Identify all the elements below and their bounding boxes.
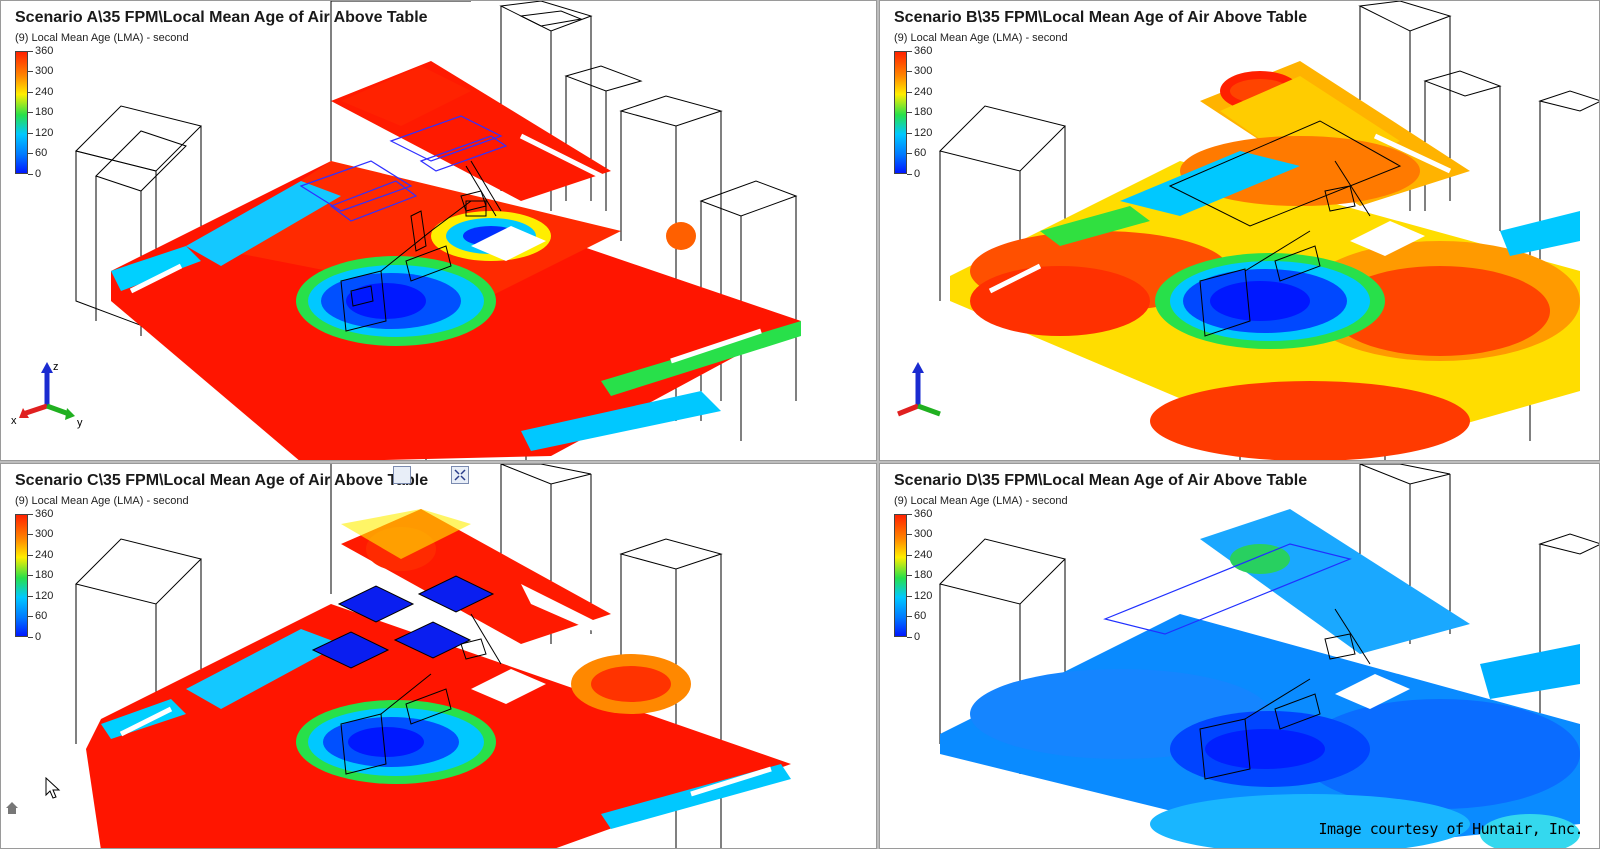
- legend-label: 180: [906, 106, 933, 118]
- color-legend: 360 300 240 180 120 60 0: [894, 509, 954, 644]
- legend-label: 360: [906, 508, 933, 520]
- legend-subtitle: (9) Local Mean Age (LMA) - second: [15, 32, 189, 44]
- legend-label: 60: [27, 610, 48, 622]
- legend-label: 120: [906, 127, 933, 139]
- cfd-contour-scene: [939, 1, 1599, 460]
- legend-label: 0: [906, 631, 921, 643]
- legend-subtitle: (9) Local Mean Age (LMA) - second: [894, 495, 1068, 507]
- legend-label: 300: [27, 65, 54, 77]
- legend-color-bar: [894, 514, 907, 637]
- legend-label: 240: [906, 549, 933, 561]
- legend-label: 60: [27, 147, 48, 159]
- axis-triad[interactable]: [888, 356, 968, 436]
- legend-label: 0: [27, 168, 42, 180]
- viewport-scenario-d[interactable]: Scenario D\35 FPM\Local Mean Age of Air …: [879, 463, 1600, 849]
- legend-label: 120: [27, 127, 54, 139]
- viewport-title: Scenario B\35 FPM\Local Mean Age of Air …: [894, 9, 1308, 26]
- fit-view-icon[interactable]: [451, 466, 469, 484]
- legend-label: 240: [27, 86, 54, 98]
- axis-z-label: z: [53, 361, 59, 373]
- cfd-contour-scene: [939, 464, 1599, 848]
- legend-label: 300: [906, 528, 933, 540]
- viewport-scenario-c[interactable]: Scenario C\35 FPM\Local Mean Age of Air …: [0, 463, 877, 849]
- legend-label: 120: [906, 590, 933, 602]
- legend-subtitle: (9) Local Mean Age (LMA) - second: [894, 32, 1068, 44]
- legend-color-bar: [894, 51, 907, 174]
- axis-y-label: y: [77, 417, 83, 429]
- legend-label: 60: [906, 147, 927, 159]
- legend-label: 120: [27, 590, 54, 602]
- image-credit: Image courtesy of Huntair, Inc.: [1318, 820, 1584, 838]
- axis-x-label: x: [11, 415, 17, 427]
- viewport-scenario-a[interactable]: Scenario A\35 FPM\Local Mean Age of Air …: [0, 0, 877, 461]
- legend-label: 360: [27, 45, 54, 57]
- viewport-title: Scenario D\35 FPM\Local Mean Age of Air …: [894, 472, 1308, 489]
- color-legend: 360 300 240 180 120 60 0: [15, 46, 75, 181]
- color-legend: 360 300 240 180 120 60 0: [894, 46, 954, 181]
- color-legend: 360 300 240 180 120 60 0: [15, 509, 75, 644]
- legend-color-bar: [15, 51, 28, 174]
- legend-label: 360: [27, 508, 54, 520]
- legend-label: 180: [906, 569, 933, 581]
- legend-label: 300: [27, 528, 54, 540]
- cfd-contour-scene: [75, 1, 801, 460]
- viewport-title: Scenario A\35 FPM\Local Mean Age of Air …: [15, 9, 428, 26]
- viewport-title: Scenario C\35 FPM\Local Mean Age of Air …: [15, 472, 429, 489]
- legend-label: 360: [906, 45, 933, 57]
- mouse-cursor-icon: [45, 777, 61, 799]
- legend-subtitle: (9) Local Mean Age (LMA) - second: [15, 495, 189, 507]
- legend-label: 0: [906, 168, 921, 180]
- legend-label: 240: [27, 549, 54, 561]
- axis-triad[interactable]: z x y: [9, 356, 89, 436]
- legend-label: 240: [906, 86, 933, 98]
- legend-label: 180: [27, 569, 54, 581]
- cfd-contour-scene: [75, 464, 791, 848]
- legend-label: 300: [906, 65, 933, 77]
- legend-color-bar: [15, 514, 28, 637]
- legend-label: 60: [906, 610, 927, 622]
- viewport-scenario-b[interactable]: Scenario B\35 FPM\Local Mean Age of Air …: [879, 0, 1600, 461]
- home-view-icon[interactable]: [5, 801, 19, 815]
- select-icon[interactable]: [393, 466, 411, 484]
- legend-label: 0: [27, 631, 42, 643]
- legend-label: 180: [27, 106, 54, 118]
